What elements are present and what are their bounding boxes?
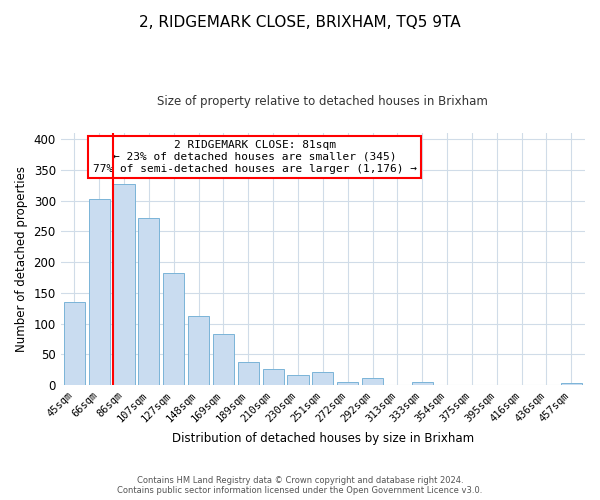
Bar bbox=[188, 316, 209, 385]
Y-axis label: Number of detached properties: Number of detached properties bbox=[15, 166, 28, 352]
Bar bbox=[113, 184, 134, 385]
Bar bbox=[337, 382, 358, 385]
Bar bbox=[64, 302, 85, 385]
Bar bbox=[263, 368, 284, 385]
X-axis label: Distribution of detached houses by size in Brixham: Distribution of detached houses by size … bbox=[172, 432, 474, 445]
Bar bbox=[139, 218, 160, 385]
Title: Size of property relative to detached houses in Brixham: Size of property relative to detached ho… bbox=[157, 95, 488, 108]
Bar bbox=[287, 375, 308, 385]
Bar bbox=[387, 384, 408, 385]
Text: Contains HM Land Registry data © Crown copyright and database right 2024.
Contai: Contains HM Land Registry data © Crown c… bbox=[118, 476, 482, 495]
Bar bbox=[412, 382, 433, 385]
Bar bbox=[238, 362, 259, 385]
Bar bbox=[312, 372, 334, 385]
Bar bbox=[536, 384, 557, 385]
Bar bbox=[461, 384, 482, 385]
Bar bbox=[437, 384, 458, 385]
Text: 2, RIDGEMARK CLOSE, BRIXHAM, TQ5 9TA: 2, RIDGEMARK CLOSE, BRIXHAM, TQ5 9TA bbox=[139, 15, 461, 30]
Bar bbox=[486, 384, 508, 385]
Bar bbox=[89, 198, 110, 385]
Bar bbox=[561, 384, 582, 385]
Text: 2 RIDGEMARK CLOSE: 81sqm
← 23% of detached houses are smaller (345)
77% of semi-: 2 RIDGEMARK CLOSE: 81sqm ← 23% of detach… bbox=[92, 140, 416, 173]
Bar bbox=[511, 384, 532, 385]
Bar bbox=[213, 334, 234, 385]
Bar bbox=[362, 378, 383, 385]
Bar bbox=[163, 273, 184, 385]
